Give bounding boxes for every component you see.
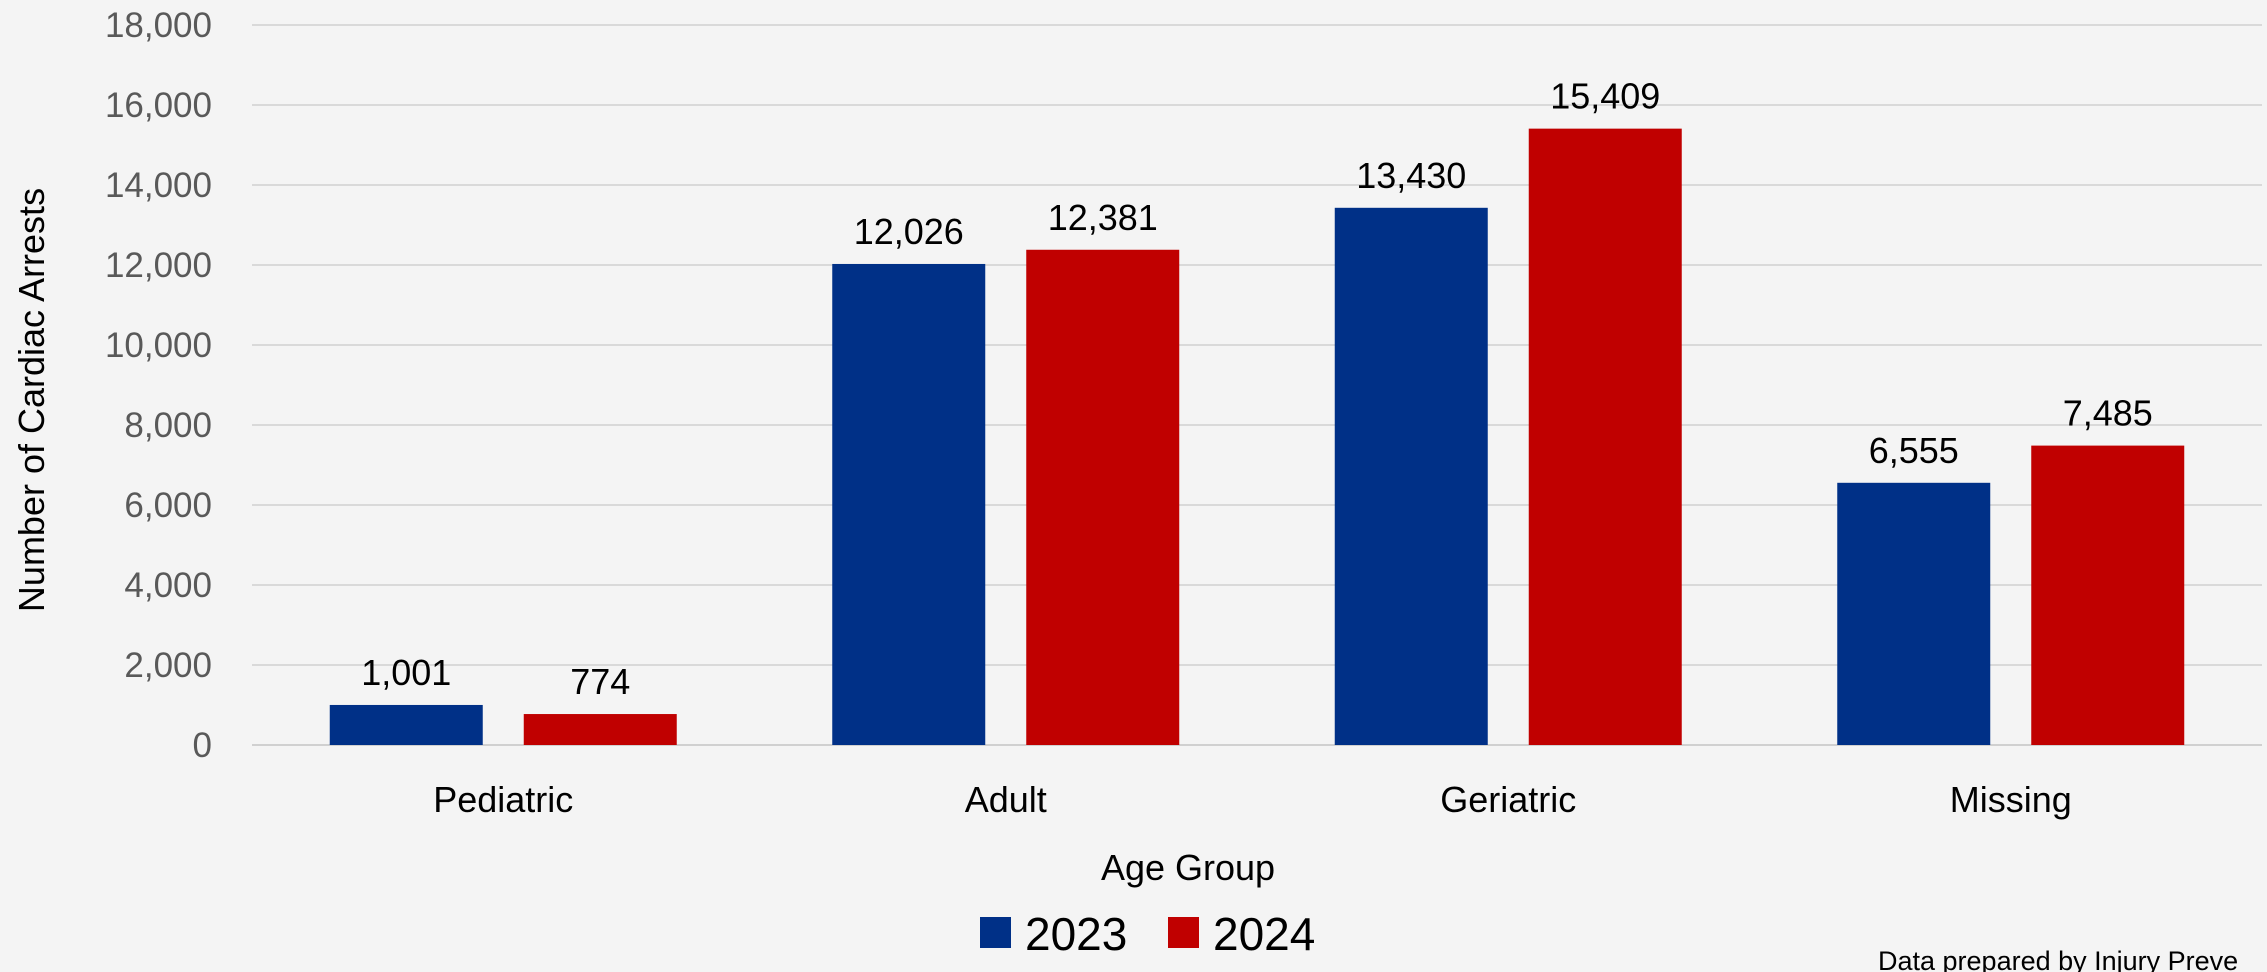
x-category-label: Adult (965, 779, 1047, 820)
data-label: 15,409 (1550, 76, 1660, 117)
y-tick-label: 8,000 (124, 406, 212, 445)
y-tick-label: 10,000 (105, 326, 212, 365)
bar-2024-adult (1026, 249, 1180, 745)
y-tick-label: 12,000 (105, 246, 212, 285)
x-axis-title: Age Group (1101, 847, 1275, 888)
legend-label: 2024 (1213, 908, 1315, 960)
bars (329, 128, 2185, 746)
bar-2023-pediatric (329, 704, 483, 745)
y-tick-label: 4,000 (124, 566, 212, 605)
y-axis-ticks: 0 2,000 4,000 6,000 8,000 10,000 12,000 14,000 1… (105, 6, 212, 765)
y-tick-label: 14,000 (105, 166, 212, 205)
data-label: 12,026 (854, 211, 964, 252)
data-label: 12,381 (1048, 197, 1158, 238)
bar-2024-missing (2031, 445, 2185, 745)
y-axis-title: Number of Cardiac Arrests (11, 188, 52, 612)
x-axis-categories: Pediatric Adult Geriatric Missing (433, 779, 2072, 820)
footnote: Data prepared by Injury Preve (1878, 946, 2238, 972)
x-category-label: Pediatric (433, 779, 573, 820)
y-tick-label: 16,000 (105, 86, 212, 125)
data-label: 6,555 (1869, 430, 1959, 471)
legend-swatch (1168, 917, 1199, 948)
gridlines (252, 24, 2262, 746)
y-tick-label: 6,000 (124, 486, 212, 525)
x-category-label: Geriatric (1440, 779, 1576, 820)
legend: 2023 2024 (980, 908, 1315, 960)
data-label: 1,001 (361, 652, 451, 693)
bar-2023-missing (1837, 482, 1991, 745)
data-label: 7,485 (2063, 393, 2153, 434)
bar-2024-pediatric (523, 714, 677, 745)
y-tick-label: 0 (193, 726, 212, 765)
legend-swatch (980, 917, 1011, 948)
bar-2023-adult (832, 263, 986, 745)
y-tick-label: 2,000 (124, 646, 212, 685)
bar-2024-geriatric (1528, 128, 1682, 745)
y-tick-label: 18,000 (105, 6, 212, 45)
data-labels: 1,001 774 12,026 12,381 13,430 15,409 6,555 7,4… (361, 76, 2153, 702)
legend-label: 2023 (1025, 908, 1127, 960)
bar-2023-geriatric (1334, 207, 1488, 746)
x-category-label: Missing (1950, 779, 2072, 820)
data-label: 13,430 (1356, 155, 1466, 196)
data-label: 774 (570, 661, 630, 702)
